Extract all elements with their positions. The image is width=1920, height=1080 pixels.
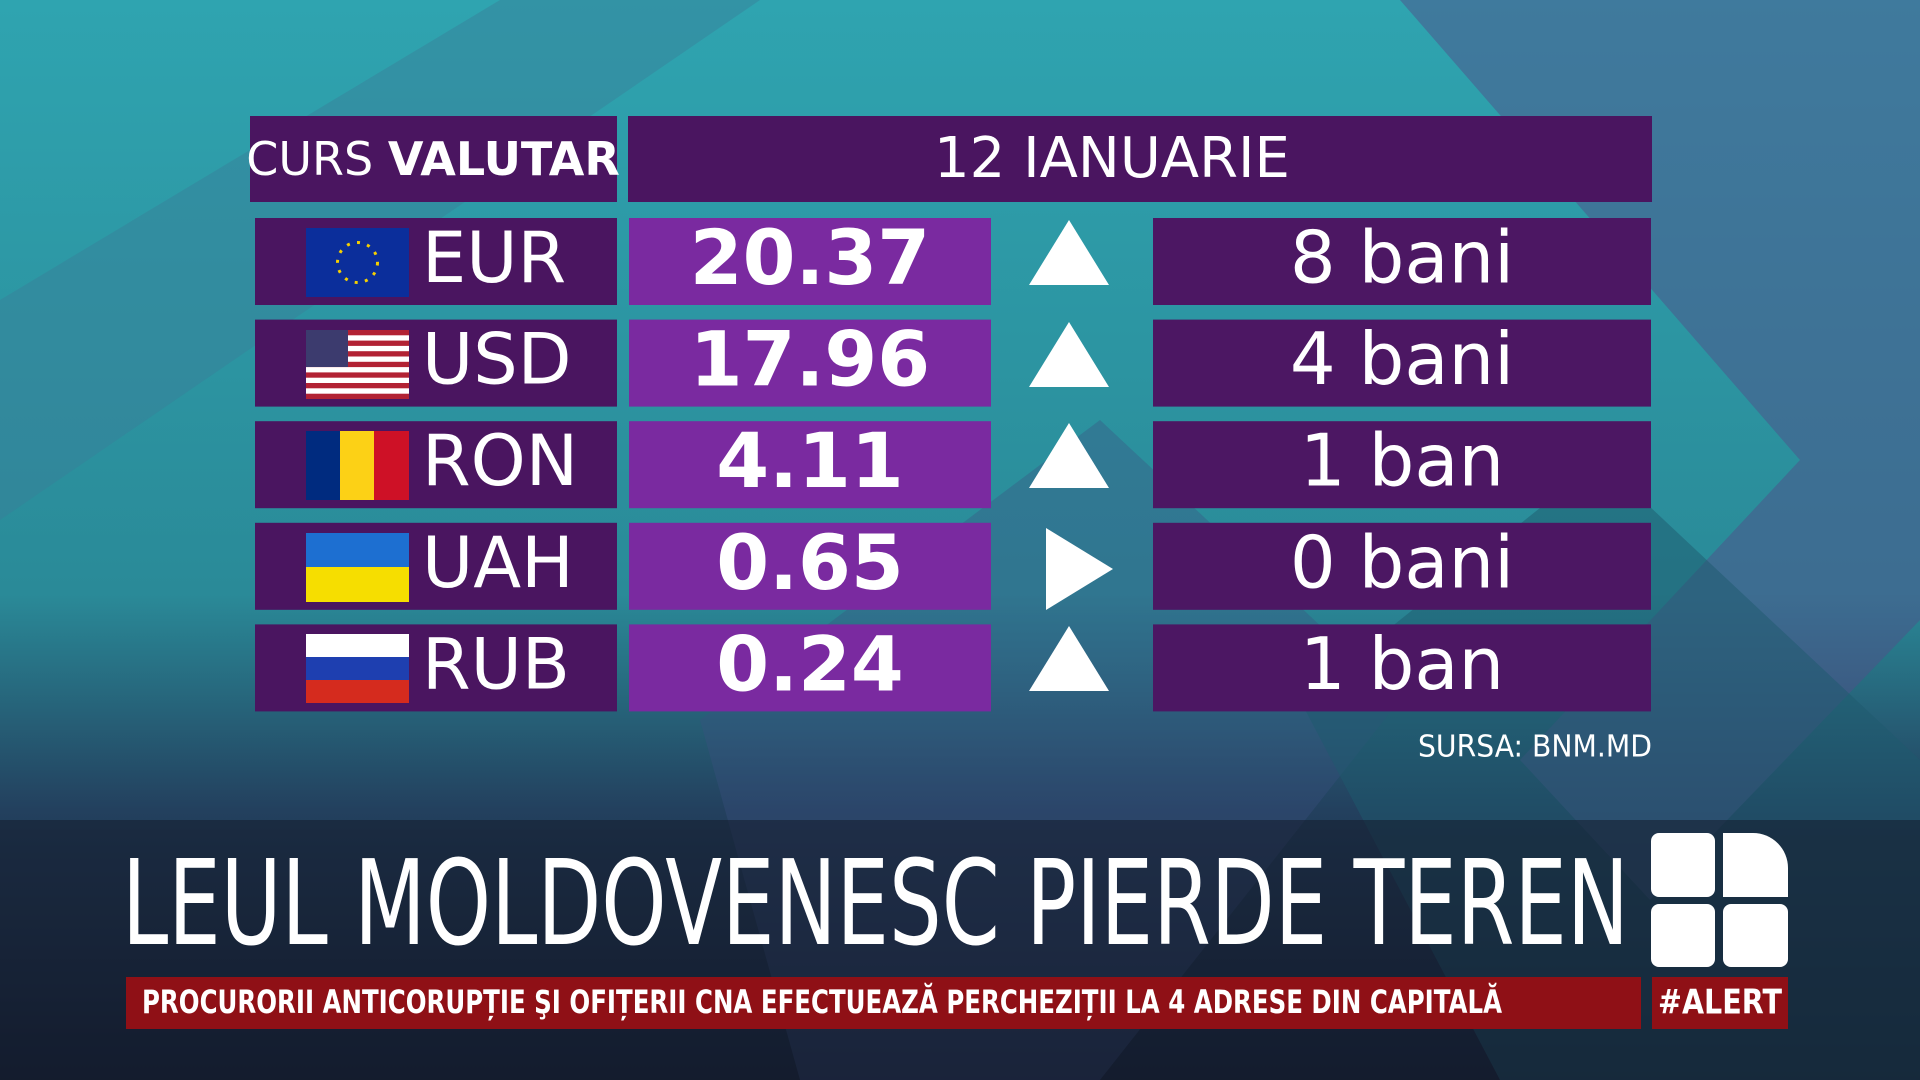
rate-box: [629, 319, 991, 407]
headline: LEUL MOLDOVENESC PIERDE TEREN: [122, 834, 1629, 972]
change-box: [1153, 319, 1651, 407]
change-box: [1153, 218, 1651, 305]
bg-shade: [0, 820, 1920, 1080]
rate: 0.65: [716, 518, 904, 607]
flag-ru: [306, 634, 409, 703]
currency-code: UAH: [422, 522, 574, 604]
ticker-tag-box: [1652, 977, 1788, 1029]
currency-code: USD: [422, 319, 572, 401]
flag-ro: [306, 431, 409, 500]
change: 4 bani: [1290, 317, 1514, 401]
change: 1 ban: [1300, 622, 1504, 706]
header-date-box: [628, 116, 1652, 202]
flag-ua: [306, 533, 409, 602]
flag-eu: [306, 228, 409, 297]
header-date: 12 IANUARIE: [934, 126, 1290, 191]
arrow-up: [1029, 626, 1109, 691]
currency-code: EUR: [422, 217, 566, 299]
header-bold: VALUTAR: [388, 132, 620, 186]
rate-box: [629, 421, 991, 509]
change-box: [1153, 522, 1651, 610]
rate: 4.11: [716, 416, 904, 505]
rate-box: [629, 624, 991, 712]
change: 1 ban: [1300, 419, 1504, 503]
arrow-right: [1046, 528, 1113, 610]
change-box: [1153, 421, 1651, 509]
currency-code: RON: [422, 420, 578, 502]
ticker-bar: [126, 977, 1641, 1029]
rows: EUR 20.37 8 bani USD 17.96 4 bani RON 4.11 1 ban…: [255, 213, 1651, 712]
header-label-box: [250, 116, 617, 202]
rate-box: [629, 522, 991, 610]
source: SURSA: BNM.MD: [1418, 730, 1652, 765]
arrow-up: [1029, 423, 1109, 488]
ticker-tag: #ALERT: [1658, 983, 1783, 1023]
currency-code: RUB: [422, 623, 570, 705]
rate-box: [629, 218, 991, 305]
rate: 0.24: [716, 619, 904, 708]
arrow-up: [1029, 322, 1109, 387]
change: 8 bani: [1290, 216, 1514, 300]
change: 0 bani: [1290, 520, 1514, 604]
logo: [1651, 833, 1788, 967]
header-light: CURS: [246, 132, 373, 186]
rate: 20.37: [690, 213, 930, 302]
header-label: CURS VALUTAR: [246, 132, 620, 186]
ticker-text: PROCURORII ANTICORUPȚIE ŞI OFIȚERII CNA …: [142, 983, 1502, 1021]
change-box: [1153, 624, 1651, 712]
arrow-up: [1029, 220, 1109, 285]
rate: 17.96: [690, 315, 930, 404]
flag-us: [306, 330, 409, 399]
